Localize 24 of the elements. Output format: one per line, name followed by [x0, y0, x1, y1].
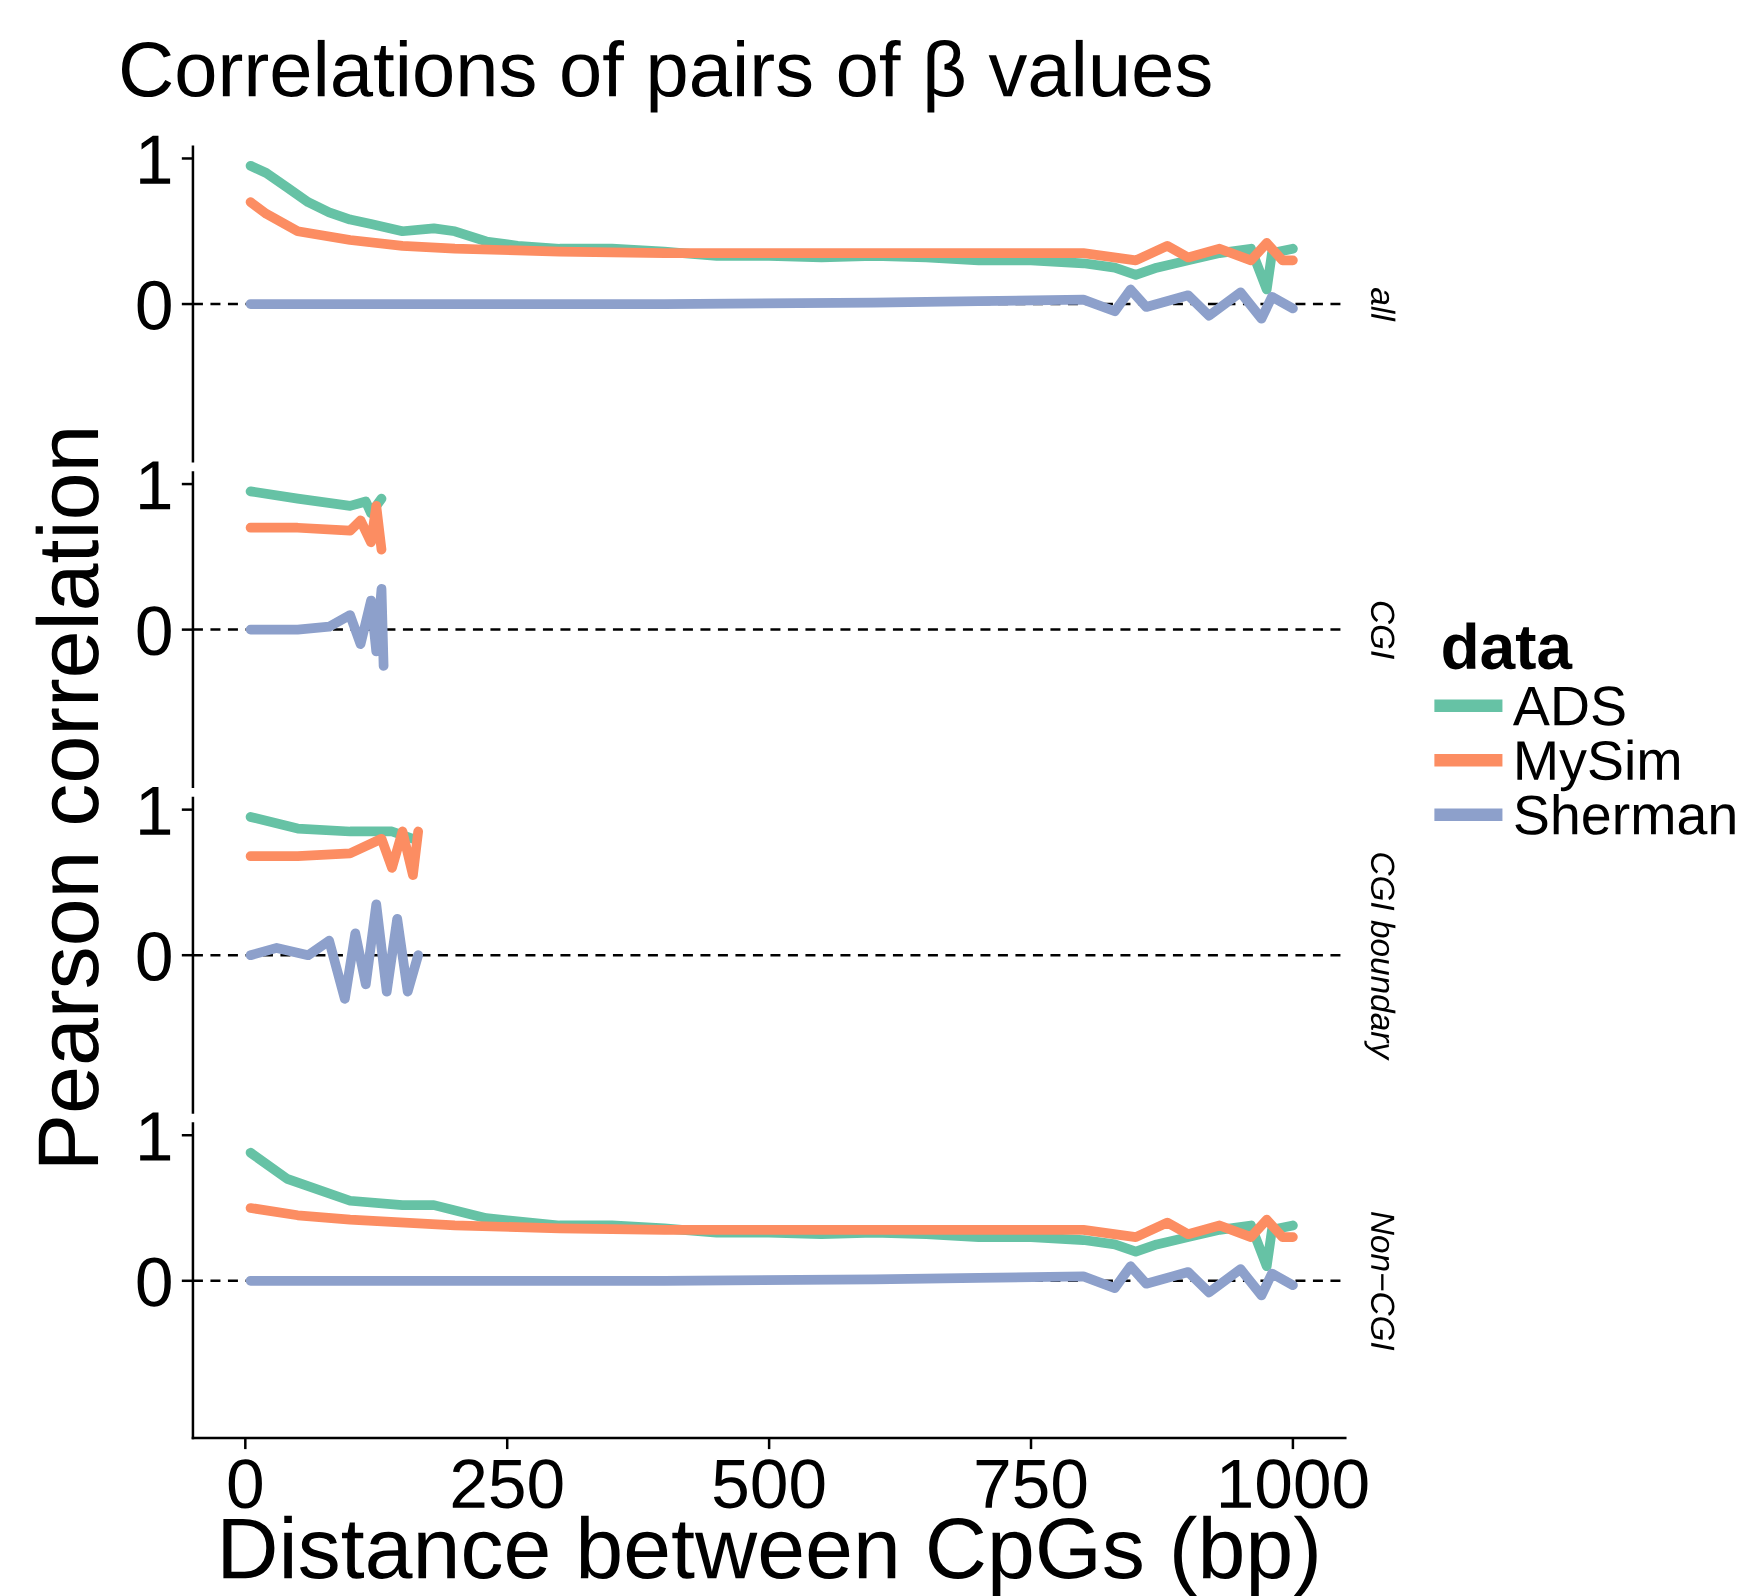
y-tick-label: 0	[137, 1257, 171, 1307]
y-tick-label: 1	[140, 1112, 171, 1161]
y-tick-label: 1	[140, 135, 171, 184]
y-axis-title: Pearson correlation	[35, 430, 99, 1165]
y-tick-label: 1	[140, 787, 171, 835]
y-tick-label: 1	[140, 461, 171, 510]
text: CGI boundary	[1364, 853, 1396, 1061]
x-tick-label: 1000	[1220, 1459, 1368, 1509]
text: all	[1370, 288, 1396, 322]
x-tick-label: 500	[713, 1459, 825, 1509]
legend-label: Sherman	[1515, 794, 1735, 835]
text: Non−CGI	[1370, 1211, 1395, 1351]
x-axis-title: Distance between CpGs (bp)	[223, 1515, 1317, 1596]
y-tick-label: 0	[137, 931, 171, 982]
legend-title: data	[1443, 622, 1573, 670]
chart-title: Correlations of pairs of β values	[122, 39, 1211, 113]
y-tick-label: 0	[137, 606, 171, 656]
text: CGI	[1370, 601, 1395, 659]
legend-label: ADS	[1512, 686, 1625, 726]
x-tick-label: 0	[228, 1459, 262, 1509]
legend-label: MySim	[1517, 739, 1679, 792]
y-tick-label: 0	[137, 280, 171, 330]
x-tick-label: 750	[976, 1459, 1087, 1509]
x-tick-label: 250	[452, 1459, 563, 1509]
